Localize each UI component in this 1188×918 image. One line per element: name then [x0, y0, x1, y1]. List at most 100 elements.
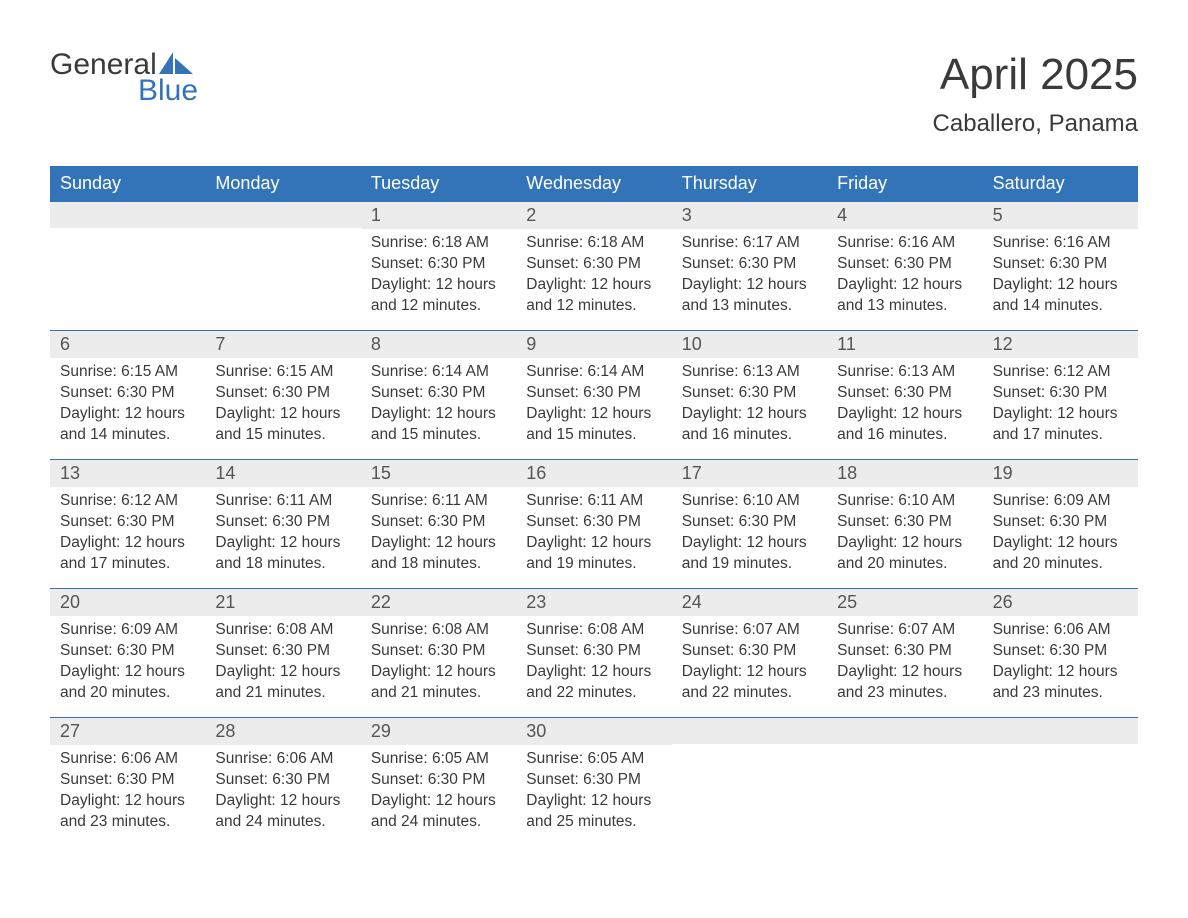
day-number: 23 — [516, 589, 671, 616]
day-number: 5 — [983, 202, 1138, 229]
day-sunrise: Sunrise: 6:14 AM — [526, 362, 661, 383]
day-d1: Daylight: 12 hours — [837, 662, 972, 683]
day-sunset: Sunset: 6:30 PM — [837, 641, 972, 662]
day-d1: Daylight: 12 hours — [993, 404, 1128, 425]
day-d2: and 16 minutes. — [682, 425, 817, 446]
day-content: Sunrise: 6:06 AMSunset: 6:30 PMDaylight:… — [983, 616, 1138, 704]
day-cell: 15Sunrise: 6:11 AMSunset: 6:30 PMDayligh… — [361, 460, 516, 588]
day-sunset: Sunset: 6:30 PM — [371, 512, 506, 533]
day-sunrise: Sunrise: 6:09 AM — [60, 620, 195, 641]
weekday-header: Thursday — [672, 166, 827, 201]
day-number: 21 — [205, 589, 360, 616]
day-sunrise: Sunrise: 6:06 AM — [215, 749, 350, 770]
day-cell: 16Sunrise: 6:11 AMSunset: 6:30 PMDayligh… — [516, 460, 671, 588]
day-content: Sunrise: 6:06 AMSunset: 6:30 PMDaylight:… — [50, 745, 205, 833]
day-cell: 22Sunrise: 6:08 AMSunset: 6:30 PMDayligh… — [361, 589, 516, 717]
day-d1: Daylight: 12 hours — [526, 533, 661, 554]
day-sunset: Sunset: 6:30 PM — [215, 641, 350, 662]
day-number: 30 — [516, 718, 671, 745]
day-d1: Daylight: 12 hours — [60, 533, 195, 554]
day-content: Sunrise: 6:11 AMSunset: 6:30 PMDaylight:… — [361, 487, 516, 575]
day-d1: Daylight: 12 hours — [526, 791, 661, 812]
day-sunrise: Sunrise: 6:14 AM — [371, 362, 506, 383]
day-number: 17 — [672, 460, 827, 487]
day-number: 16 — [516, 460, 671, 487]
day-content: Sunrise: 6:16 AMSunset: 6:30 PMDaylight:… — [827, 229, 982, 317]
day-cell — [827, 718, 982, 846]
day-number: 22 — [361, 589, 516, 616]
day-d1: Daylight: 12 hours — [371, 275, 506, 296]
day-d1: Daylight: 12 hours — [60, 662, 195, 683]
day-sunset: Sunset: 6:30 PM — [837, 383, 972, 404]
day-sunrise: Sunrise: 6:12 AM — [993, 362, 1128, 383]
calendar: Sunday Monday Tuesday Wednesday Thursday… — [50, 166, 1138, 846]
day-cell — [983, 718, 1138, 846]
day-sunrise: Sunrise: 6:06 AM — [60, 749, 195, 770]
day-sunset: Sunset: 6:30 PM — [526, 641, 661, 662]
day-number: 2 — [516, 202, 671, 229]
day-content: Sunrise: 6:12 AMSunset: 6:30 PMDaylight:… — [983, 358, 1138, 446]
day-d2: and 19 minutes. — [682, 554, 817, 575]
day-content: Sunrise: 6:10 AMSunset: 6:30 PMDaylight:… — [827, 487, 982, 575]
week-row: 20Sunrise: 6:09 AMSunset: 6:30 PMDayligh… — [50, 588, 1138, 717]
day-number: 10 — [672, 331, 827, 358]
day-content: Sunrise: 6:05 AMSunset: 6:30 PMDaylight:… — [516, 745, 671, 833]
day-number: 27 — [50, 718, 205, 745]
day-d2: and 18 minutes. — [371, 554, 506, 575]
day-content: Sunrise: 6:15 AMSunset: 6:30 PMDaylight:… — [50, 358, 205, 446]
day-d2: and 23 minutes. — [60, 812, 195, 833]
day-number: 14 — [205, 460, 360, 487]
day-d2: and 21 minutes. — [371, 683, 506, 704]
day-d2: and 15 minutes. — [215, 425, 350, 446]
day-cell: 1Sunrise: 6:18 AMSunset: 6:30 PMDaylight… — [361, 202, 516, 330]
weekday-header: Tuesday — [361, 166, 516, 201]
day-d2: and 25 minutes. — [526, 812, 661, 833]
day-sunrise: Sunrise: 6:05 AM — [371, 749, 506, 770]
weekday-header: Friday — [827, 166, 982, 201]
day-cell: 7Sunrise: 6:15 AMSunset: 6:30 PMDaylight… — [205, 331, 360, 459]
day-sunrise: Sunrise: 6:11 AM — [215, 491, 350, 512]
day-sunset: Sunset: 6:30 PM — [60, 641, 195, 662]
day-number: 6 — [50, 331, 205, 358]
day-d1: Daylight: 12 hours — [837, 533, 972, 554]
day-content: Sunrise: 6:09 AMSunset: 6:30 PMDaylight:… — [50, 616, 205, 704]
day-sunset: Sunset: 6:30 PM — [371, 641, 506, 662]
day-d2: and 20 minutes. — [60, 683, 195, 704]
day-content: Sunrise: 6:11 AMSunset: 6:30 PMDaylight:… — [516, 487, 671, 575]
day-d1: Daylight: 12 hours — [60, 791, 195, 812]
day-d2: and 23 minutes. — [837, 683, 972, 704]
day-content: Sunrise: 6:14 AMSunset: 6:30 PMDaylight:… — [516, 358, 671, 446]
day-number: 13 — [50, 460, 205, 487]
day-sunset: Sunset: 6:30 PM — [682, 383, 817, 404]
day-sunrise: Sunrise: 6:07 AM — [837, 620, 972, 641]
day-d1: Daylight: 12 hours — [215, 404, 350, 425]
day-cell: 2Sunrise: 6:18 AMSunset: 6:30 PMDaylight… — [516, 202, 671, 330]
day-content: Sunrise: 6:05 AMSunset: 6:30 PMDaylight:… — [361, 745, 516, 833]
day-cell: 8Sunrise: 6:14 AMSunset: 6:30 PMDaylight… — [361, 331, 516, 459]
day-number: 1 — [361, 202, 516, 229]
day-sunrise: Sunrise: 6:06 AM — [993, 620, 1128, 641]
day-sunrise: Sunrise: 6:10 AM — [682, 491, 817, 512]
day-d1: Daylight: 12 hours — [215, 533, 350, 554]
weekday-header: Wednesday — [516, 166, 671, 201]
day-d2: and 22 minutes. — [526, 683, 661, 704]
day-number — [827, 718, 982, 744]
day-content: Sunrise: 6:14 AMSunset: 6:30 PMDaylight:… — [361, 358, 516, 446]
day-sunrise: Sunrise: 6:08 AM — [215, 620, 350, 641]
logo-text-bottom: Blue — [138, 76, 198, 106]
day-content: Sunrise: 6:08 AMSunset: 6:30 PMDaylight:… — [361, 616, 516, 704]
day-sunrise: Sunrise: 6:10 AM — [837, 491, 972, 512]
day-sunrise: Sunrise: 6:16 AM — [837, 233, 972, 254]
logo: General Blue — [50, 50, 198, 106]
day-d1: Daylight: 12 hours — [682, 533, 817, 554]
day-cell: 28Sunrise: 6:06 AMSunset: 6:30 PMDayligh… — [205, 718, 360, 846]
day-content: Sunrise: 6:18 AMSunset: 6:30 PMDaylight:… — [516, 229, 671, 317]
day-number: 29 — [361, 718, 516, 745]
day-sunset: Sunset: 6:30 PM — [993, 383, 1128, 404]
day-d2: and 12 minutes. — [526, 296, 661, 317]
day-d1: Daylight: 12 hours — [993, 275, 1128, 296]
day-number: 20 — [50, 589, 205, 616]
day-number — [50, 202, 205, 228]
weekday-header: Monday — [205, 166, 360, 201]
weeks-container: 1Sunrise: 6:18 AMSunset: 6:30 PMDaylight… — [50, 201, 1138, 846]
